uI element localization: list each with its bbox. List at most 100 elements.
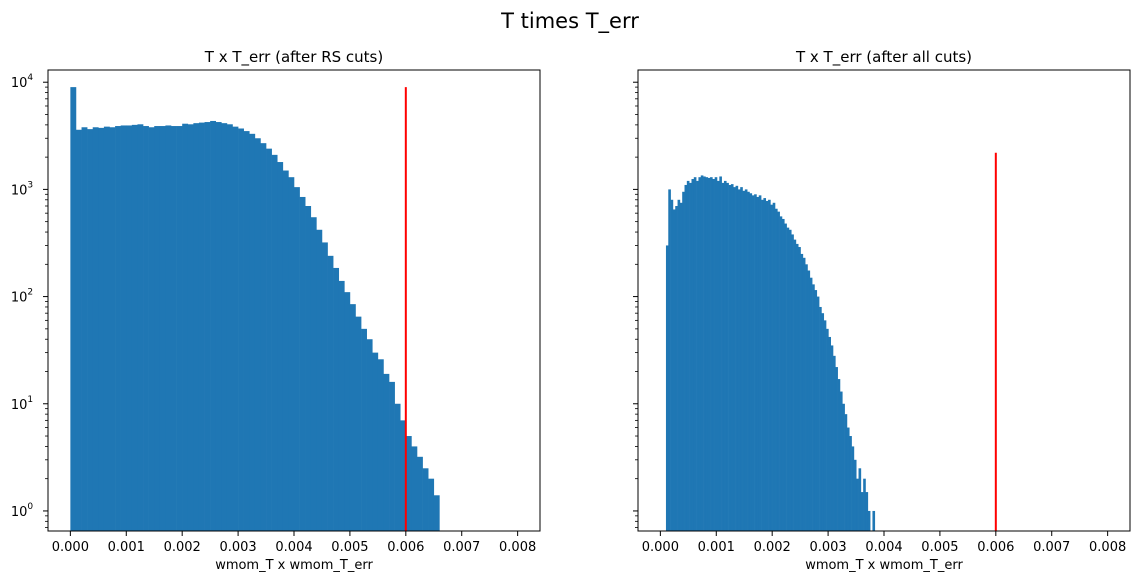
histogram-bar <box>271 154 278 531</box>
histogram-bar <box>377 359 384 531</box>
x-tick-label: 0.003 <box>219 540 256 555</box>
histogram-bar <box>749 193 753 532</box>
chart-title: T x T_err (after all cuts) <box>795 48 972 67</box>
histogram-bar <box>193 123 200 531</box>
histogram-bar <box>70 87 77 532</box>
histogram-bar <box>691 179 695 531</box>
histogram-bar <box>115 126 121 532</box>
histogram-bar <box>154 126 161 532</box>
histogram-bar <box>165 125 172 531</box>
histogram-bar <box>428 478 435 531</box>
histogram-bar <box>716 180 720 532</box>
histogram-bar <box>786 227 790 531</box>
histogram-bar <box>872 510 876 531</box>
histogram-bar <box>143 126 149 532</box>
histogram-bar <box>837 379 841 531</box>
histogram-bar <box>726 182 729 531</box>
histogram-bar <box>740 187 743 531</box>
histogram-bar <box>344 292 351 531</box>
histogram-bar <box>754 194 757 531</box>
histogram-bar <box>672 209 676 532</box>
histogram-bar <box>305 205 312 531</box>
histogram-bar <box>75 129 82 532</box>
histogram-bar <box>417 456 423 531</box>
histogram-bar <box>422 468 429 531</box>
histogram-bar <box>321 242 328 531</box>
histogram-bar <box>215 122 222 531</box>
histogram-bar <box>282 170 289 531</box>
x-axis-label: wmom_T x wmom_T_err <box>805 558 963 573</box>
histogram-bar <box>383 373 390 531</box>
histogram-bar <box>846 427 850 531</box>
histogram-bar <box>821 313 825 531</box>
histogram-bar <box>703 176 706 531</box>
histogram-bar <box>844 414 848 531</box>
histogram-bar <box>800 253 804 531</box>
histogram-bar <box>719 176 722 531</box>
histogram-bar <box>853 459 857 531</box>
histogram-bar <box>310 217 317 532</box>
histogram-bar <box>148 127 155 532</box>
figure-suptitle: T times T_err <box>500 9 639 34</box>
histogram-bar <box>686 180 690 532</box>
histogram-bar <box>249 133 256 531</box>
histogram-bars <box>665 175 876 532</box>
histogram-bar <box>232 126 239 531</box>
histogram-bar <box>819 306 822 531</box>
histogram-bar <box>779 216 783 532</box>
histogram-bar <box>277 162 284 531</box>
histogram-bar <box>131 124 138 532</box>
histogram-bar <box>316 229 323 531</box>
histogram-bar <box>338 280 345 531</box>
histogram-bar <box>867 510 871 531</box>
histogram-bar <box>795 243 799 531</box>
histogram-bar <box>851 446 855 531</box>
histogram-bar <box>294 187 300 531</box>
histogram-bar <box>120 125 127 531</box>
y-tick-label: 100 <box>11 502 34 520</box>
histogram-bar <box>171 126 177 532</box>
histogram-bar <box>254 138 261 531</box>
histogram-bar <box>81 127 88 532</box>
histogram-bar <box>730 184 734 531</box>
histogram-bar <box>772 202 776 531</box>
histogram-bar <box>700 175 704 531</box>
histogram-bar <box>333 267 340 531</box>
histogram-bars <box>70 87 440 532</box>
x-tick-label: 0.005 <box>921 540 958 555</box>
histogram-bar <box>299 196 306 532</box>
histogram-bar <box>742 190 746 532</box>
x-tick-label: 0.003 <box>809 540 846 555</box>
histogram-bar <box>327 255 334 531</box>
histogram-bar <box>788 229 792 531</box>
histogram-bar <box>126 125 133 531</box>
histogram-bar <box>777 211 780 532</box>
histogram-bar <box>828 336 831 531</box>
histogram-bar <box>176 126 183 532</box>
histogram-bar <box>830 345 834 531</box>
histogram-bar <box>668 189 671 531</box>
histogram-bar <box>744 189 748 531</box>
histogram-bar <box>705 177 709 531</box>
histogram-bar <box>707 177 711 531</box>
histogram-bar <box>765 200 769 531</box>
histogram-bar <box>137 124 144 531</box>
histogram-bar <box>733 187 736 531</box>
histogram-bar <box>805 264 808 531</box>
histogram-bar <box>355 316 362 531</box>
x-tick-label: 0.001 <box>108 540 145 555</box>
histogram-bar <box>109 127 116 532</box>
x-tick-label: 0.000 <box>642 540 679 555</box>
histogram-bar <box>670 199 674 531</box>
chart-panel-after-all-cuts: 0.000 0.001 0.002 0.003 0.004 0.005 0.006 0.007… <box>633 48 1131 573</box>
x-tick-label: 0.004 <box>865 540 902 555</box>
histogram-bar <box>288 177 295 531</box>
histogram-bar <box>839 391 843 531</box>
histogram-bar <box>751 195 755 531</box>
histogram-bar <box>812 284 815 531</box>
histogram-bar <box>826 328 829 531</box>
histogram-bar <box>679 202 683 531</box>
histogram-bar <box>835 367 838 531</box>
x-tick-label: 0.002 <box>754 540 791 555</box>
